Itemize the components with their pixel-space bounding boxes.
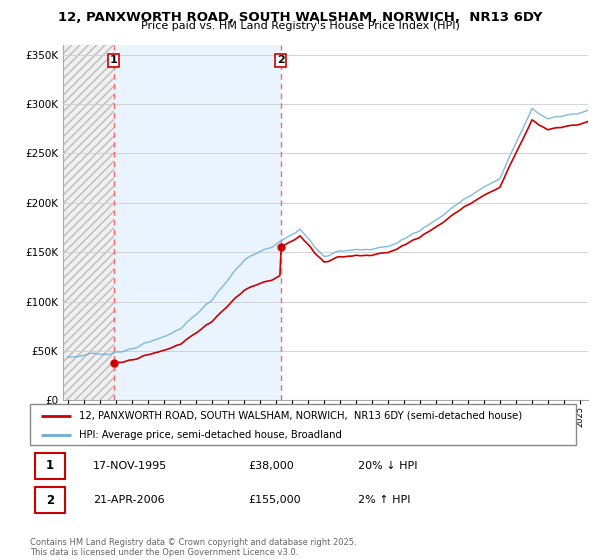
Bar xyxy=(35,487,65,513)
Text: £38,000: £38,000 xyxy=(248,461,294,471)
Text: 12, PANXWORTH ROAD, SOUTH WALSHAM, NORWICH,  NR13 6DY: 12, PANXWORTH ROAD, SOUTH WALSHAM, NORWI… xyxy=(58,11,542,24)
Text: 2: 2 xyxy=(46,494,54,507)
Text: Price paid vs. HM Land Registry's House Price Index (HPI): Price paid vs. HM Land Registry's House … xyxy=(140,21,460,31)
Text: 1: 1 xyxy=(110,55,118,66)
Text: 17-NOV-1995: 17-NOV-1995 xyxy=(93,461,167,471)
Text: 20% ↓ HPI: 20% ↓ HPI xyxy=(358,461,417,471)
Text: 2: 2 xyxy=(277,55,284,66)
Bar xyxy=(63,45,114,400)
Text: Contains HM Land Registry data © Crown copyright and database right 2025.
This d: Contains HM Land Registry data © Crown c… xyxy=(30,538,356,557)
Text: 1: 1 xyxy=(46,459,54,472)
Text: HPI: Average price, semi-detached house, Broadland: HPI: Average price, semi-detached house,… xyxy=(79,430,342,440)
Bar xyxy=(35,453,65,479)
Bar xyxy=(114,45,281,400)
Text: 21-APR-2006: 21-APR-2006 xyxy=(93,495,164,505)
Text: £155,000: £155,000 xyxy=(248,495,301,505)
Bar xyxy=(63,45,114,400)
Text: 2% ↑ HPI: 2% ↑ HPI xyxy=(358,495,410,505)
Text: 12, PANXWORTH ROAD, SOUTH WALSHAM, NORWICH,  NR13 6DY (semi-detached house): 12, PANXWORTH ROAD, SOUTH WALSHAM, NORWI… xyxy=(79,411,522,421)
